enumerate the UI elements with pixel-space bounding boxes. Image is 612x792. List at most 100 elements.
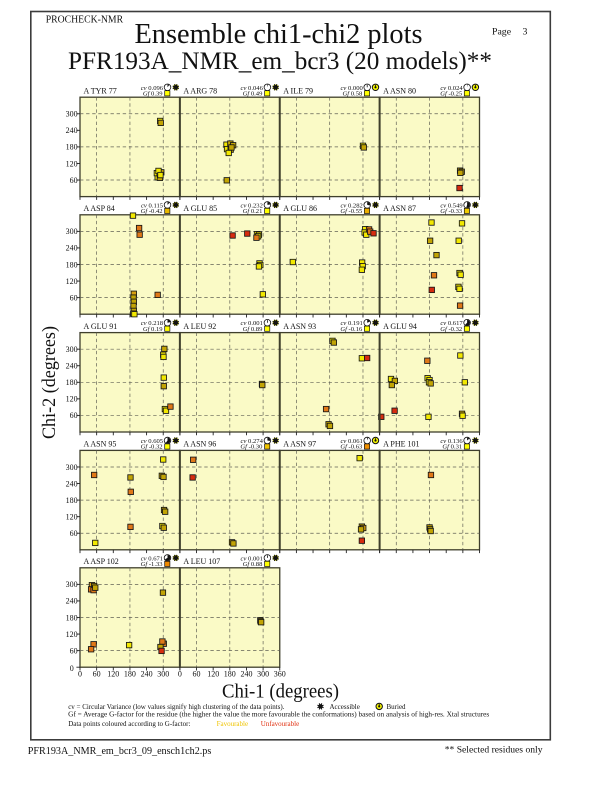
svg-text:A ASP 84: A ASP 84 (84, 204, 115, 213)
svg-text:300: 300 (157, 669, 169, 678)
svg-text:Gf 0.58: Gf 0.58 (343, 91, 363, 98)
svg-text:300: 300 (66, 463, 78, 472)
svg-text:cv 0.096: cv 0.096 (141, 85, 164, 92)
svg-text:A ILE 79: A ILE 79 (283, 87, 313, 96)
svg-text:cv 0.046: cv 0.046 (241, 85, 264, 92)
svg-text:Buried: Buried (387, 703, 407, 711)
svg-text:cv 0.024: cv 0.024 (440, 85, 463, 92)
svg-text:0: 0 (78, 669, 82, 678)
svg-text:240: 240 (66, 479, 78, 488)
svg-text:180: 180 (66, 496, 78, 505)
svg-text:cv 0.191: cv 0.191 (340, 320, 362, 327)
svg-text:240: 240 (241, 669, 253, 678)
svg-text:Gf -0.63: Gf -0.63 (340, 444, 363, 451)
svg-text:240: 240 (66, 362, 78, 371)
svg-text:180: 180 (66, 260, 78, 269)
svg-text:Gf -0.32: Gf -0.32 (440, 326, 462, 333)
svg-text:A GLU 94: A GLU 94 (383, 322, 417, 331)
svg-text:60: 60 (70, 176, 78, 185)
svg-text:60: 60 (70, 646, 78, 655)
svg-text:A TYR 77: A TYR 77 (84, 87, 117, 96)
svg-text:Gf -0.33: Gf -0.33 (440, 208, 463, 215)
svg-text:A GLU 86: A GLU 86 (283, 204, 317, 213)
svg-text:120: 120 (107, 669, 119, 678)
svg-text:3: 3 (523, 27, 528, 38)
svg-text:PFR193A_NMR_em_bcr3_09_ensch1c: PFR193A_NMR_em_bcr3_09_ensch1ch2.ps (28, 746, 212, 757)
svg-text:180: 180 (66, 143, 78, 152)
svg-text:A ASP 102: A ASP 102 (84, 557, 119, 566)
svg-text:Gf 0.19: Gf 0.19 (143, 326, 163, 333)
svg-text:Gf -0.30: Gf -0.30 (240, 444, 263, 451)
svg-text:A ARG 78: A ARG 78 (183, 87, 217, 96)
svg-text:A ASN 80: A ASN 80 (383, 87, 416, 96)
svg-text:300: 300 (66, 580, 78, 589)
svg-text:Page: Page (492, 27, 512, 38)
svg-text:60: 60 (70, 411, 78, 420)
svg-text:Accessible: Accessible (330, 703, 360, 711)
svg-text:cv 0.218: cv 0.218 (141, 320, 164, 327)
svg-text:Chi-1 (degrees): Chi-1 (degrees) (222, 681, 339, 703)
svg-text:cv 0.232: cv 0.232 (241, 202, 263, 209)
svg-text:120: 120 (66, 395, 78, 404)
svg-text:Gf -0.55: Gf -0.55 (340, 208, 363, 215)
svg-text:A LEU 107: A LEU 107 (183, 557, 220, 566)
svg-text:300: 300 (66, 227, 78, 236)
svg-text:Chi-2 (degrees): Chi-2 (degrees) (39, 326, 60, 439)
svg-text:Gf -1.33: Gf -1.33 (141, 561, 164, 568)
svg-text:A GLU 91: A GLU 91 (84, 322, 118, 331)
svg-text:A ASN 95: A ASN 95 (84, 440, 117, 449)
svg-text:120: 120 (66, 159, 78, 168)
svg-text:240: 240 (66, 126, 78, 135)
svg-text:A ASN 96: A ASN 96 (183, 440, 216, 449)
svg-text:180: 180 (124, 669, 136, 678)
svg-text:** Selected residues only: ** Selected residues only (445, 745, 543, 756)
svg-text:300: 300 (66, 110, 78, 119)
svg-text:Gf -0.16: Gf -0.16 (340, 326, 363, 333)
svg-text:120: 120 (207, 669, 219, 678)
svg-text:A ASN 93: A ASN 93 (283, 322, 316, 331)
svg-text:cv 0.671: cv 0.671 (141, 555, 163, 562)
svg-text:300: 300 (66, 345, 78, 354)
svg-text:cv 0.617: cv 0.617 (440, 320, 463, 327)
svg-text:240: 240 (66, 244, 78, 253)
svg-text:60: 60 (93, 669, 101, 678)
svg-text:60: 60 (193, 669, 201, 678)
svg-text:240: 240 (66, 597, 78, 606)
svg-text:120: 120 (66, 630, 78, 639)
svg-text:cv 0.274: cv 0.274 (241, 438, 264, 445)
svg-text:Data points coloured according: Data points coloured according to G-fact… (68, 720, 190, 728)
svg-text:Ensemble chi1-chi2 plots: Ensemble chi1-chi2 plots (135, 19, 423, 50)
svg-text:Gf = Average G-factor for the: Gf = Average G-factor for the residue (t… (68, 711, 489, 719)
svg-text:300: 300 (257, 669, 269, 678)
svg-text:PROCHECK-NMR: PROCHECK-NMR (46, 14, 124, 25)
svg-text:cv 0.282: cv 0.282 (340, 202, 362, 209)
svg-text:A LEU 92: A LEU 92 (183, 322, 216, 331)
svg-text:180: 180 (66, 613, 78, 622)
svg-text:cv 0.549: cv 0.549 (440, 202, 463, 209)
svg-text:A PHE 101: A PHE 101 (383, 440, 419, 449)
svg-text:Gf -0.25: Gf -0.25 (440, 91, 463, 98)
svg-text:A ASN 97: A ASN 97 (283, 440, 316, 449)
svg-text:360: 360 (274, 669, 286, 678)
svg-text:Favourable: Favourable (217, 720, 249, 728)
svg-text:Gf -0.42: Gf -0.42 (141, 208, 163, 215)
svg-text:cv = Circular Variance (low va: cv = Circular Variance (low values signi… (68, 703, 285, 711)
svg-text:180: 180 (224, 669, 236, 678)
svg-text:A GLU 85: A GLU 85 (183, 204, 217, 213)
svg-text:cv 0.000: cv 0.000 (340, 85, 363, 92)
svg-text:cv 0.115: cv 0.115 (141, 202, 164, 209)
svg-text:Gf 0.89: Gf 0.89 (243, 326, 263, 333)
svg-text:0: 0 (178, 669, 182, 678)
svg-text:A ASN 87: A ASN 87 (383, 204, 416, 213)
svg-text:240: 240 (141, 669, 153, 678)
svg-text:Gf 0.31: Gf 0.31 (442, 444, 462, 451)
svg-text:60: 60 (70, 293, 78, 302)
svg-text:cv 0.001: cv 0.001 (241, 555, 263, 562)
svg-text:cv 0.605: cv 0.605 (141, 438, 164, 445)
svg-text:120: 120 (66, 277, 78, 286)
svg-text:0: 0 (70, 664, 74, 673)
svg-text:Gf 0.21: Gf 0.21 (243, 208, 263, 215)
svg-text:60: 60 (70, 529, 78, 538)
svg-text:cv 0.061: cv 0.061 (340, 438, 362, 445)
svg-text:120: 120 (66, 513, 78, 522)
